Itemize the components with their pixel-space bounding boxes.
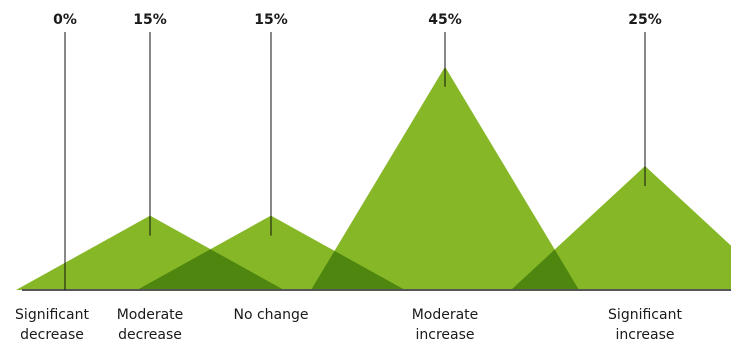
category-label: Significant [15,307,89,323]
peak-triangle [511,166,731,290]
category-label: increase [415,327,474,343]
peak-overlap [137,249,284,290]
peak-overlap [511,249,579,290]
value-label: 25% [628,12,662,28]
category-label: decrease [118,327,182,343]
category-label: Moderate [412,307,479,323]
value-label: 0% [53,12,77,28]
category-label: No change [233,307,308,323]
category-labels-layer: Significant decrease Moderate decrease No ch… [15,307,682,343]
overlaps-layer [137,249,579,290]
value-label: 45% [428,12,462,28]
value-labels-layer: 0% 15% 15% 45% 25% [53,12,662,28]
pointers-layer [64,32,646,290]
category-label: Moderate [117,307,184,323]
peak-overlap [311,250,405,290]
value-label: 15% [133,12,167,28]
peak-triangle [311,66,579,290]
value-label: 15% [254,12,288,28]
category-label: Significant [608,307,682,323]
category-label: increase [615,327,674,343]
peaks-layer [16,66,731,290]
category-label: decrease [20,327,84,343]
